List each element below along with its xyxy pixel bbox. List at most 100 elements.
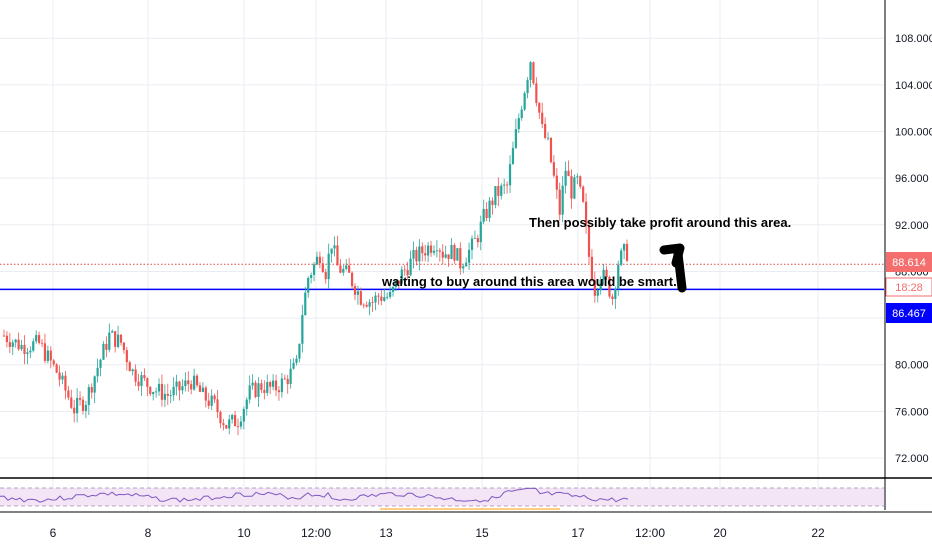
candle — [482, 199, 485, 225]
price-badges: 88.614 18:28 86.467 — [885, 252, 932, 323]
candle — [441, 244, 444, 265]
candle — [546, 132, 550, 141]
candle — [178, 380, 181, 401]
candle — [38, 331, 41, 345]
x-tick-label: 8 — [145, 526, 152, 540]
candle — [383, 288, 386, 302]
candle — [298, 343, 301, 363]
candle — [283, 374, 286, 380]
candle — [114, 330, 117, 353]
candle — [248, 375, 251, 404]
candle — [497, 177, 500, 207]
candle — [292, 358, 295, 370]
candle — [330, 248, 333, 263]
candle — [508, 155, 512, 194]
candle — [397, 280, 400, 289]
candles — [2, 61, 629, 436]
candle — [195, 373, 199, 388]
rsi-line — [0, 487, 629, 503]
candle — [611, 293, 614, 306]
candle — [119, 334, 123, 346]
candle — [216, 389, 219, 418]
candle — [277, 386, 281, 401]
candle — [564, 161, 567, 194]
candle — [43, 333, 47, 364]
candle — [429, 240, 433, 257]
candle — [239, 415, 243, 430]
candle — [535, 77, 538, 107]
annotations: Then possibly take profit around this ar… — [381, 215, 791, 293]
candle — [32, 338, 35, 353]
candle — [608, 275, 611, 299]
candle — [368, 298, 371, 316]
candle — [90, 383, 93, 399]
candle — [318, 251, 321, 269]
candle — [269, 380, 272, 395]
candle — [84, 400, 87, 419]
candle — [377, 292, 380, 305]
line-price-badge-bg — [886, 303, 932, 323]
candle — [506, 181, 509, 194]
rsi-band — [0, 488, 884, 506]
candle — [307, 276, 310, 298]
candle — [444, 245, 447, 259]
candle — [529, 61, 532, 88]
candle — [333, 236, 336, 257]
candle — [447, 254, 450, 267]
candle — [8, 332, 11, 354]
y-axis-ticks: 72.00076.00080.00084.00088.00092.00096.0… — [895, 33, 932, 465]
last-price-badge-bg — [886, 252, 932, 272]
candle — [149, 386, 152, 397]
candle — [479, 215, 482, 251]
y-tick-label: 96.000 — [895, 173, 929, 185]
candle — [263, 380, 266, 400]
candle — [228, 414, 231, 435]
candle — [324, 268, 327, 284]
candle — [67, 385, 70, 401]
candle — [231, 413, 234, 424]
candle — [172, 377, 175, 401]
candle — [23, 335, 26, 365]
x-tick-label: 17 — [571, 526, 585, 540]
candle — [348, 257, 351, 273]
candle — [602, 263, 605, 286]
candle — [131, 368, 134, 376]
candle — [55, 363, 58, 374]
candle — [204, 385, 207, 408]
candle — [99, 358, 102, 377]
candle — [219, 410, 222, 429]
candle — [465, 257, 468, 267]
candle — [476, 234, 479, 248]
candle — [152, 391, 155, 401]
candle — [350, 271, 354, 290]
candle — [46, 345, 49, 364]
candle — [599, 276, 602, 295]
y-tick-label: 76.000 — [895, 406, 929, 418]
candle — [5, 331, 9, 348]
candle — [274, 374, 278, 397]
candle — [544, 117, 547, 140]
candle — [561, 176, 564, 223]
y-tick-label: 80.000 — [895, 360, 929, 372]
candle — [78, 391, 82, 406]
x-tick-label: 22 — [811, 526, 825, 540]
candle — [435, 240, 438, 258]
candle — [570, 169, 573, 209]
candle — [260, 379, 263, 394]
candle — [198, 382, 202, 393]
candle — [500, 183, 503, 200]
candle — [93, 375, 96, 403]
candle — [625, 239, 629, 263]
candle — [406, 261, 409, 280]
candle — [584, 193, 588, 234]
candle — [421, 242, 424, 262]
candle — [549, 137, 553, 164]
candle — [210, 389, 213, 410]
x-tick-label: 15 — [475, 526, 489, 540]
x-tick-label: 20 — [713, 526, 727, 540]
candle — [155, 387, 158, 398]
candle — [225, 424, 228, 430]
candle — [473, 230, 477, 239]
annotation-buy-area: waiting to buy around this area would be… — [381, 274, 677, 289]
candle — [157, 378, 161, 396]
